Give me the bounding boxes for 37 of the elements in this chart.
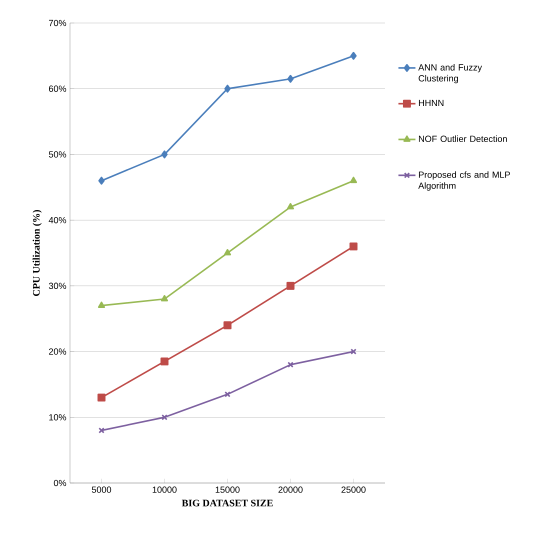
x-tick-label: 5000: [92, 486, 112, 493]
y-tick-label: 20%: [48, 348, 66, 355]
y-tick-label: 60%: [48, 86, 66, 92]
point: [98, 302, 106, 308]
point: [224, 391, 231, 398]
y-tick-label: 10%: [49, 414, 66, 420]
y-tick-label: 70%: [48, 20, 66, 26]
y-tick-label: 30%: [48, 282, 66, 290]
x-tick-label: 10000: [152, 486, 177, 493]
y-tick-label: 50%: [48, 151, 66, 158]
point: [224, 84, 231, 93]
y-tick-label: 0%: [54, 480, 66, 486]
legend-label: Proposed cfs and MLP Algorithm: [418, 171, 510, 191]
point: [161, 150, 168, 158]
point: [287, 362, 294, 368]
point: [161, 414, 168, 420]
point: [350, 176, 358, 184]
x-tick-label: 25000: [341, 486, 366, 493]
point: [160, 357, 168, 366]
point: [224, 249, 232, 256]
point: [160, 295, 168, 302]
y-axis-title: CPU Utilization (%): [32, 210, 42, 296]
point: [350, 242, 358, 250]
point: [286, 282, 294, 290]
legend-label: NOF Outlier Detection: [418, 135, 507, 142]
point: [286, 203, 294, 210]
y-tick-label: 40%: [48, 216, 66, 224]
point: [350, 52, 357, 60]
legend-label: ANN and Fuzzy Clustering: [418, 64, 482, 84]
legend-label: HHNN: [418, 100, 444, 106]
point: [98, 394, 106, 402]
point: [98, 176, 105, 185]
point: [224, 321, 232, 330]
x-axis-title: BIG DATASET SIZE: [182, 500, 273, 506]
x-tick-label: 20000: [278, 486, 303, 493]
x-tick-label: 15000: [216, 486, 240, 493]
point: [287, 74, 294, 83]
